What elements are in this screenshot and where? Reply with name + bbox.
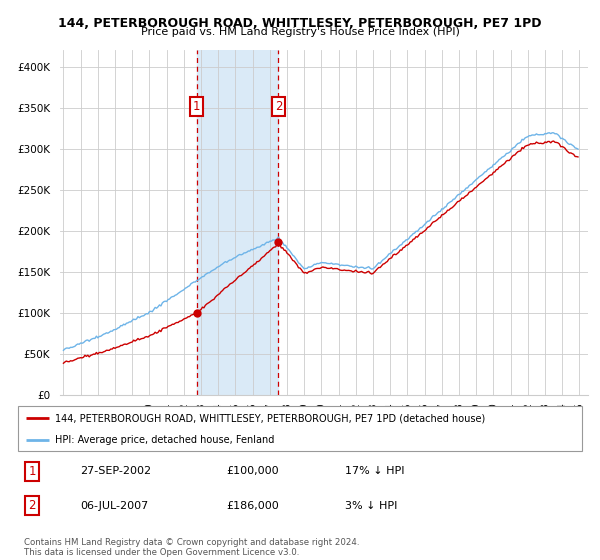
Text: 144, PETERBOROUGH ROAD, WHITTLESEY, PETERBOROUGH, PE7 1PD: 144, PETERBOROUGH ROAD, WHITTLESEY, PETE…: [58, 17, 542, 30]
Text: HPI: Average price, detached house, Fenland: HPI: Average price, detached house, Fenl…: [55, 435, 274, 445]
Text: Price paid vs. HM Land Registry's House Price Index (HPI): Price paid vs. HM Land Registry's House …: [140, 27, 460, 38]
Text: 1: 1: [193, 100, 200, 113]
Text: 1: 1: [28, 465, 36, 478]
Text: 17% ↓ HPI: 17% ↓ HPI: [345, 466, 404, 477]
Text: £186,000: £186,000: [227, 501, 280, 511]
Text: 3% ↓ HPI: 3% ↓ HPI: [345, 501, 397, 511]
Text: £100,000: £100,000: [227, 466, 280, 477]
Text: 27-SEP-2002: 27-SEP-2002: [80, 466, 151, 477]
Text: Contains HM Land Registry data © Crown copyright and database right 2024.
This d: Contains HM Land Registry data © Crown c…: [24, 538, 359, 557]
Text: 2: 2: [275, 100, 282, 113]
Text: 144, PETERBOROUGH ROAD, WHITTLESEY, PETERBOROUGH, PE7 1PD (detached house): 144, PETERBOROUGH ROAD, WHITTLESEY, PETE…: [55, 413, 485, 423]
Text: 2: 2: [28, 499, 36, 512]
Bar: [197, 50, 278, 395]
FancyBboxPatch shape: [18, 406, 582, 451]
Text: 06-JUL-2007: 06-JUL-2007: [80, 501, 148, 511]
